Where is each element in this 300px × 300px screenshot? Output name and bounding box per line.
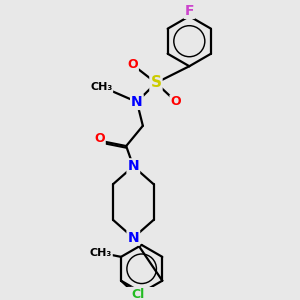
Text: O: O — [94, 132, 105, 145]
Text: S: S — [151, 75, 161, 90]
Text: CH₃: CH₃ — [90, 248, 112, 258]
Text: F: F — [184, 4, 194, 18]
Text: O: O — [127, 58, 138, 71]
Text: N: N — [128, 231, 139, 245]
Text: O: O — [170, 95, 181, 109]
Text: Cl: Cl — [131, 288, 144, 300]
Text: CH₃: CH₃ — [90, 82, 112, 92]
Text: N: N — [128, 159, 139, 173]
Text: N: N — [131, 95, 143, 109]
